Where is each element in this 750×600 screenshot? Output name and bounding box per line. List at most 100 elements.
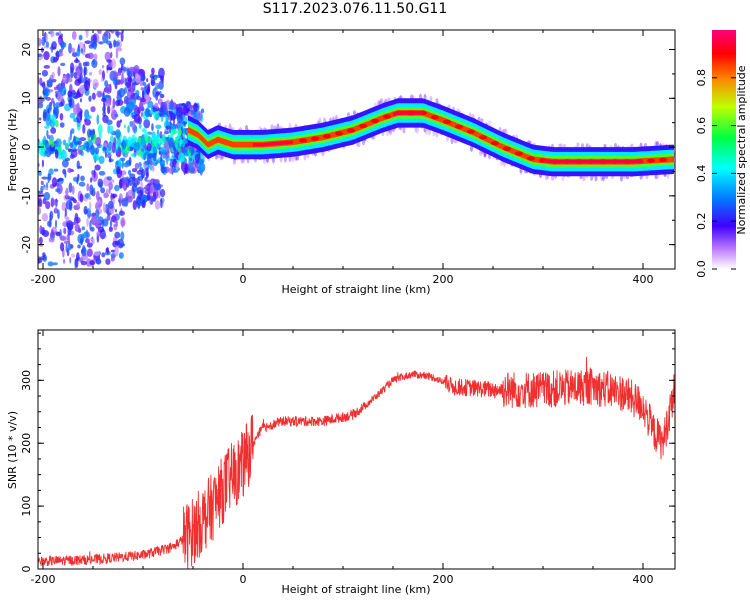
noise-blob [40,145,45,157]
ridge-halo [425,127,428,135]
noise-blob [141,168,146,179]
noise-blob [40,180,44,186]
noise-blob [139,97,146,103]
noise-blob [38,190,43,194]
noise-blob [80,66,83,75]
ridge-halo [357,141,361,148]
spectrogram-data [38,8,675,269]
noise-blob [153,111,160,121]
noise-blob [83,80,90,92]
ridge-halo [416,125,419,134]
noise-blob [97,124,103,135]
noise-blob [102,146,107,152]
noise-blob [43,186,49,190]
noise-blob [159,93,165,99]
noise-blob [114,208,117,213]
ridge-core [542,158,644,164]
noise-blob [139,189,144,197]
noise-blob [51,41,57,50]
noise-blob [40,16,46,21]
noise-blob [111,142,116,154]
noise-blob [55,12,57,19]
noise-blob [121,10,123,18]
noise-blob [144,131,148,140]
noise-blob [175,144,179,151]
noise-blob [146,170,149,179]
colorbar-label: Normalized spectral amplitude [735,65,748,234]
noise-blob [43,64,51,69]
noise-blob [78,146,83,151]
noise-blob [173,102,176,110]
noise-blob [108,156,112,163]
noise-blob [122,8,124,14]
noise-blob [117,13,120,19]
noise-blob [114,231,121,239]
noise-blob [75,65,82,77]
noise-blob [200,108,205,114]
noise-blob [60,33,64,38]
noise-blob [59,85,67,97]
noise-blob [93,12,99,18]
noise-blob [60,41,67,48]
noise-blob [143,85,147,92]
noise-blob [137,194,142,200]
noise-blob [146,86,150,96]
noise-blob [67,148,72,152]
noise-blob [113,41,120,47]
noise-blob [73,30,77,31]
noise-blob [54,102,62,108]
noise-blob [72,199,77,204]
noise-blob [116,8,118,13]
ridge-bead [323,134,331,139]
noise-blob [100,17,104,22]
noise-blob [64,207,67,217]
noise-blob [57,38,62,44]
noise-blob [59,122,65,128]
noise-blob [92,58,96,65]
noise-blob [162,101,168,112]
noise-blob [53,168,59,172]
noise-blob [154,102,159,109]
noise-blob [177,106,183,110]
noise-blob [104,80,109,87]
noise-blob [144,107,150,117]
noise-blob [122,179,127,185]
noise-blob [147,100,154,108]
noise-blob [50,142,55,148]
ridge-halo [188,110,191,118]
noise-blob [150,197,156,202]
noise-blob [101,9,106,13]
noise-blob [78,84,86,95]
noise-blob [83,17,89,22]
noise-blob [121,140,127,150]
noise-blob [51,177,58,188]
noise-blob [106,246,109,255]
noise-blob [149,184,156,193]
noise-blob [188,157,193,162]
noise-blob [109,12,116,20]
noise-blob [109,125,114,130]
noise-blob [133,152,137,158]
noise-blob [55,231,61,237]
noise-blob [84,21,90,28]
noise-blob [178,152,185,163]
noise-blob [43,87,50,97]
noise-blob [123,124,127,129]
noise-blob [115,31,122,36]
noise-blob [90,106,96,113]
noise-blob [40,185,44,193]
noise-blob [149,161,154,166]
noise-blob [93,169,96,179]
noise-blob [147,192,151,201]
noise-blob [181,149,187,153]
noise-blob [131,168,138,173]
noise-blob [95,19,99,24]
noise-blob [89,144,95,156]
noise-blob [150,76,155,87]
y-tick-label: 100 [20,496,33,517]
noise-blob [122,67,128,72]
noise-blob [110,256,115,262]
noise-blob [67,167,72,173]
noise-blob [45,139,49,150]
noise-blob [96,200,101,205]
